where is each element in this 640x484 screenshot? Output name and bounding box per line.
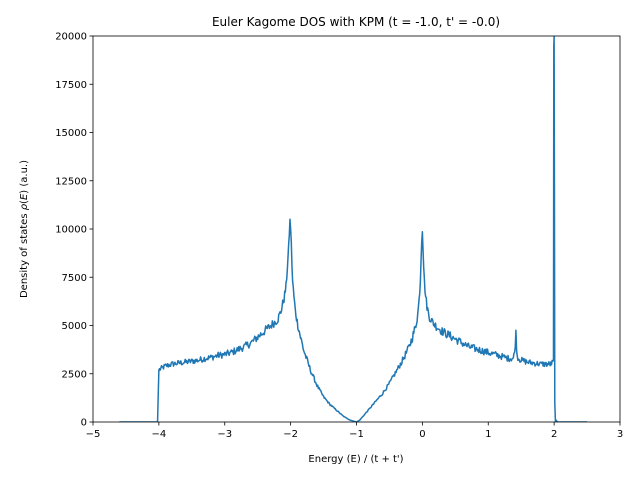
y-axis-label: Density of states ρ(E) (a.u.) <box>19 160 30 298</box>
y-axis-label-paren-open: ( <box>19 200 30 204</box>
x-tick-label: −2 <box>283 429 298 440</box>
y-tick-label: 17500 <box>55 80 87 91</box>
x-tick-label: 1 <box>485 429 491 440</box>
chart-title: Euler Kagome DOS with KPM (t = -1.0, t' … <box>212 15 500 29</box>
x-tick-label: −1 <box>349 429 364 440</box>
y-tick-label: 0 <box>81 418 87 429</box>
x-axis: −5 −4 −3 −2 −1 0 1 2 3 <box>86 422 623 440</box>
x-tick-label: −4 <box>152 429 167 440</box>
y-axis-label-prefix: Density of states <box>19 210 30 298</box>
y-tick-label: 10000 <box>55 225 87 236</box>
y-axis-label-suffix: ) (a.u.) <box>19 160 30 194</box>
y-axis-label-energy: E <box>19 193 30 200</box>
x-tick-label: 2 <box>551 429 557 440</box>
y-tick-label: 5000 <box>62 321 87 332</box>
y-tick-label: 15000 <box>55 128 87 139</box>
x-tick-label: 0 <box>419 429 425 440</box>
y-tick-label: 2500 <box>62 369 87 380</box>
x-tick-label: −5 <box>86 429 101 440</box>
y-axis-label-rho: ρ <box>19 203 30 210</box>
plot-area <box>119 36 588 422</box>
x-tick-label: −3 <box>217 429 232 440</box>
y-tick-label: 7500 <box>62 273 87 284</box>
y-axis: 0 2500 5000 7500 10000 12500 15000 17500 20000 <box>55 32 93 429</box>
x-axis-label: Energy (E) / (t + t') <box>308 454 403 465</box>
y-tick-label: 12500 <box>55 176 87 187</box>
y-tick-label: 20000 <box>55 32 87 43</box>
plot-frame <box>92 35 621 423</box>
x-tick-label: 3 <box>617 429 623 440</box>
dos-series-line <box>119 36 588 422</box>
